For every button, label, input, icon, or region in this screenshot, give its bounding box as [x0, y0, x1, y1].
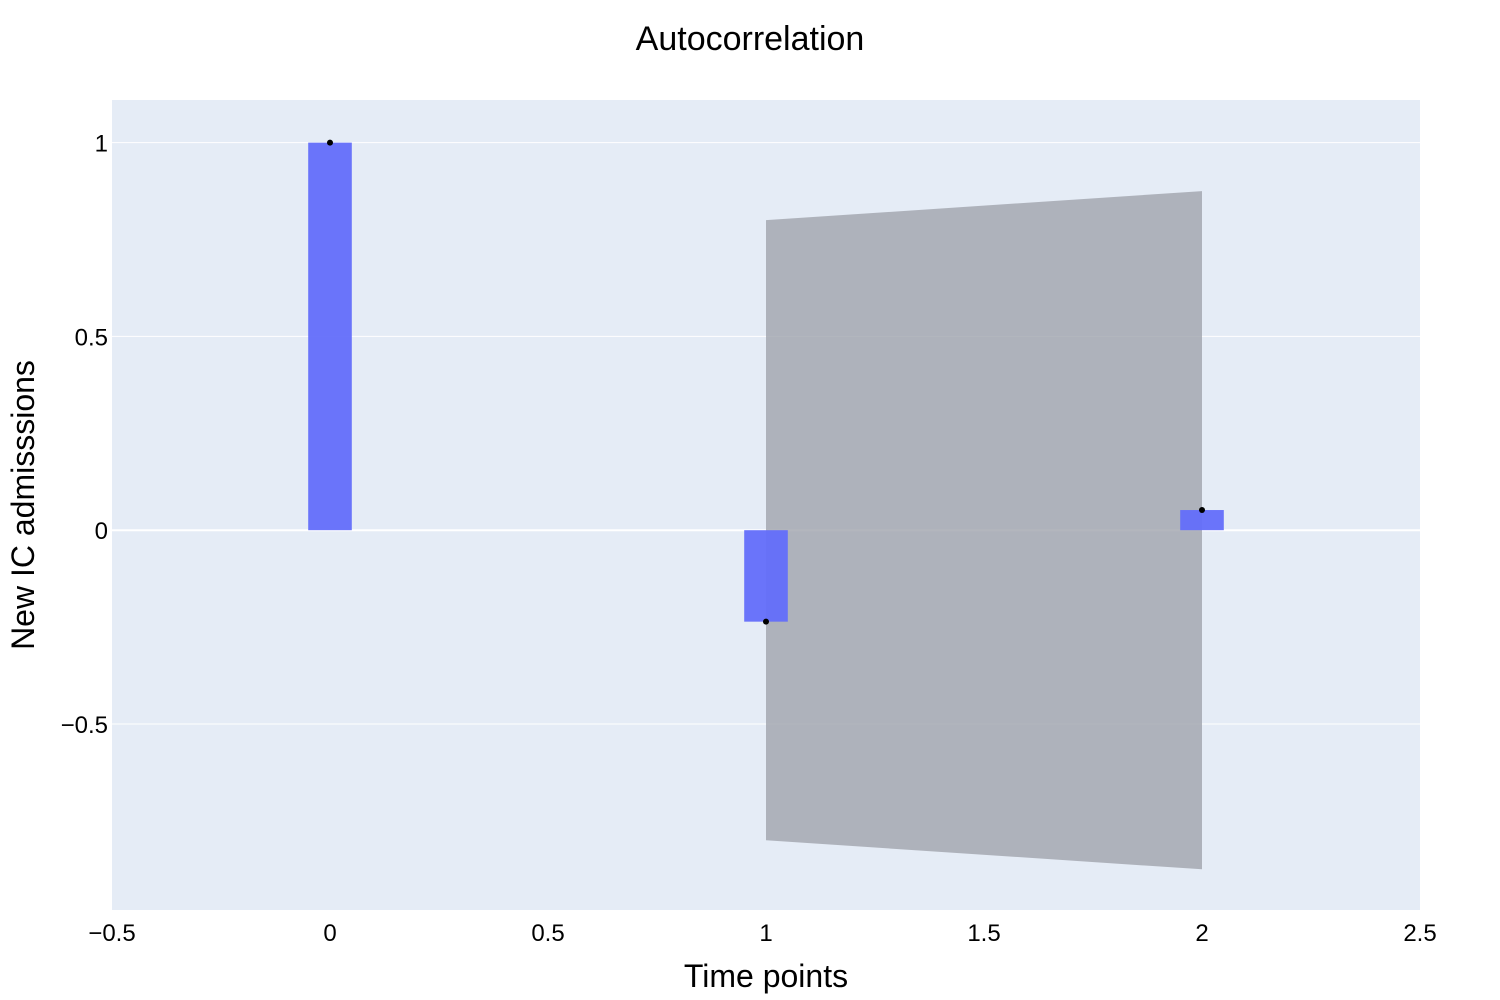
point-lag-0: [327, 139, 333, 146]
bar-series: [308, 142, 1224, 622]
y-tick-label: −0.5: [61, 712, 108, 739]
y-tick-label: 0: [95, 518, 108, 545]
point-lag-2: [1199, 507, 1205, 514]
x-tick-label: 2: [1195, 920, 1208, 947]
y-tick-label: 0.5: [75, 324, 108, 351]
x-tick-label: 0.5: [531, 920, 564, 947]
x-axis-ticks: −0.5 0 0.5 1 1.5 2 2.5: [88, 920, 1436, 947]
x-tick-label: 2.5: [1403, 920, 1436, 947]
bar-lag-0: [308, 142, 352, 531]
point-series: [327, 139, 1205, 625]
point-lag-1: [763, 618, 769, 625]
bar-lag-1: [744, 530, 788, 622]
y-axis-label: New IC admisssions: [5, 360, 41, 650]
confidence-band-layer: [766, 191, 1202, 870]
x-tick-label: −0.5: [88, 920, 135, 947]
y-axis-ticks: −0.5 0 0.5 1: [61, 131, 108, 739]
x-tick-label: 1.5: [967, 920, 1000, 947]
x-tick-label: 1: [759, 920, 772, 947]
x-axis-label: Time points: [684, 958, 848, 994]
chart-title: Autocorrelation: [636, 20, 865, 58]
y-tick-label: 1: [95, 131, 108, 158]
confidence-band: [766, 191, 1202, 870]
bar-lag-2: [1180, 510, 1224, 531]
x-tick-label: 0: [323, 920, 336, 947]
